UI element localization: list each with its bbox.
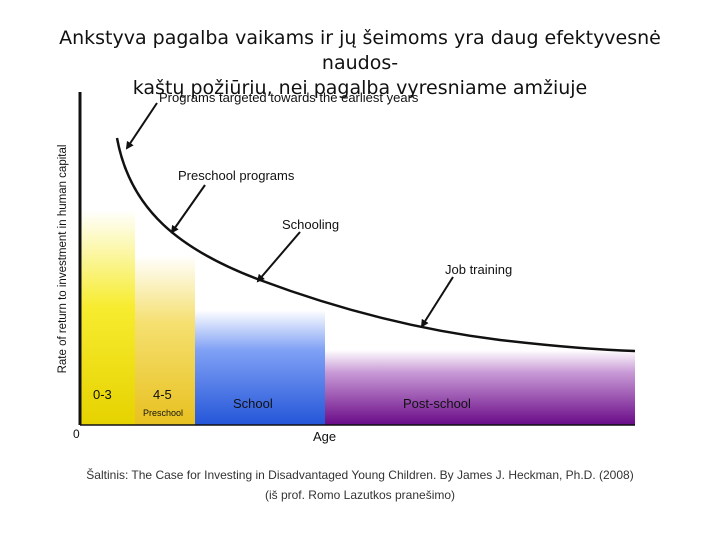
slide-title: Ankstyva pagalba vaikams ir jų šeimoms y… [20, 26, 700, 101]
stage-band-post-school [325, 350, 635, 425]
stage-band-0-3 [80, 210, 135, 425]
annotation-job-training: Job training [445, 262, 512, 277]
slide-title-line-2: kaštų požiūriu, nei pagalba vyresniame a… [132, 77, 588, 99]
return-curve [115, 137, 636, 353]
slide-title-line-1: Ankstyva pagalba vaikams ir jų šeimoms y… [59, 27, 661, 74]
source-note: Šaltinis: The Case for Investing in Disa… [40, 465, 680, 505]
source-line-2: (iš prof. Romo Lazutkos pranešimo) [264, 488, 456, 502]
stage-sublabel-preschool: Preschool [143, 408, 183, 418]
annotation-schooling: Schooling [282, 217, 339, 232]
stage-label-4-5: 4-5 [153, 387, 172, 402]
stage-band-4-5 [135, 255, 195, 425]
y-axis-label: Rate of return to investment in human ca… [57, 145, 69, 374]
arrow-schooling [256, 231, 301, 283]
x-axis-label: Age [313, 429, 336, 444]
arrow-earliest-years [125, 102, 158, 150]
annotation-preschool-programs: Preschool programs [178, 168, 295, 183]
stage-band-school [195, 310, 325, 425]
annotation-earliest-years: Programs targeted towards the earliest y… [159, 90, 419, 105]
stage-label-school: School [233, 396, 273, 411]
arrow-job-training [420, 276, 454, 328]
origin-label: 0 [73, 427, 80, 441]
stage-label-post-school: Post-school [403, 396, 471, 411]
arrow-preschool [170, 184, 206, 234]
source-line-1: Šaltinis: The Case for Investing in Disa… [86, 468, 634, 482]
stage-label-0-3: 0-3 [93, 387, 112, 402]
